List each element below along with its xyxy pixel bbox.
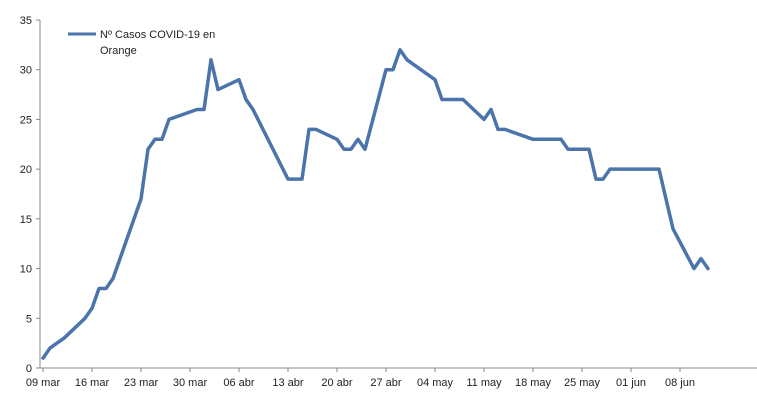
x-tick-label: 13 abr xyxy=(272,377,304,389)
x-tick-label: 20 abr xyxy=(321,377,353,389)
y-tick-label: 20 xyxy=(20,164,32,176)
x-tick-label: 08 jun xyxy=(665,377,695,389)
y-tick-label: 30 xyxy=(20,65,32,77)
x-tick-label: 04 may xyxy=(417,377,454,389)
x-tick-label: 27 abr xyxy=(370,377,402,389)
x-axis: 09 mar 16 mar 23 mar 30 mar 06 abr 13 abr 20 a… xyxy=(26,367,757,389)
legend-label-line-2: Orange xyxy=(100,45,137,57)
y-tick-label: 25 xyxy=(20,114,32,126)
x-tick-label: 30 mar xyxy=(173,377,208,389)
x-tick-label: 01 jun xyxy=(616,377,646,389)
series-line xyxy=(41,48,710,360)
y-axis: 0 5 10 15 20 25 30 35 xyxy=(20,15,41,375)
x-tick-label: 06 abr xyxy=(223,377,255,389)
x-tick-label: 09 mar xyxy=(26,377,61,389)
legend-label-line-1: Nº Casos COVID-19 en xyxy=(100,29,215,41)
y-tick-label: 0 xyxy=(26,363,32,375)
y-tick-label: 5 xyxy=(26,313,32,325)
x-tick-label: 11 may xyxy=(466,377,502,389)
x-tick-label: 16 mar xyxy=(75,377,110,389)
x-tick-label: 23 mar xyxy=(124,377,159,389)
y-ticks: 0 5 10 15 20 25 30 35 xyxy=(20,15,40,375)
y-tick-label: 35 xyxy=(20,15,32,27)
series-layer xyxy=(41,48,710,360)
x-tick-label: 18 may xyxy=(515,377,552,389)
x-tick-label: 25 may xyxy=(564,377,601,389)
legend: Nº Casos COVID-19 en Orange xyxy=(68,29,215,57)
y-tick-label: 10 xyxy=(20,264,32,276)
x-ticks: 09 mar 16 mar 23 mar 30 mar 06 abr 13 abr 20 a… xyxy=(26,368,695,389)
y-tick-label: 15 xyxy=(20,214,32,226)
